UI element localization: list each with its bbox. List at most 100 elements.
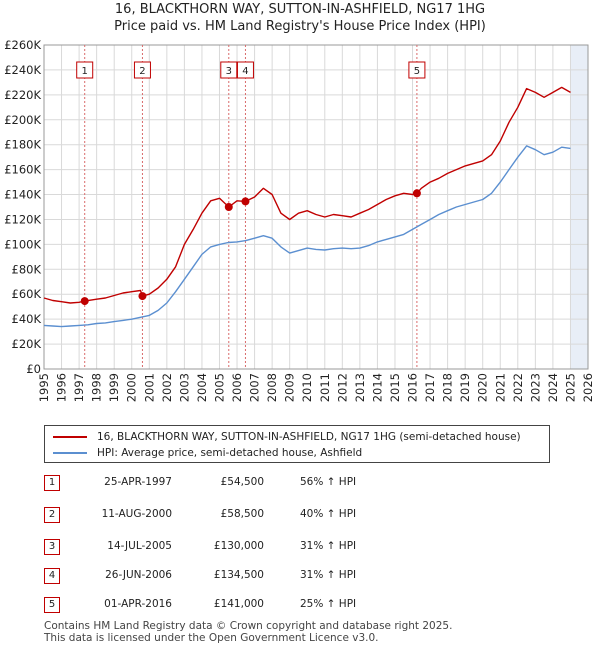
y-tick-label: £120K	[4, 212, 41, 226]
x-tick-label: 2002	[160, 373, 174, 402]
transaction-price: £54,500	[220, 476, 264, 488]
transaction-row: 2 11-AUG-2000 £58,500 40% ↑ HPI	[44, 507, 584, 523]
y-tick-label: £260K	[4, 38, 41, 52]
x-tick-label: 1998	[90, 373, 104, 402]
x-tick-label: 2015	[388, 373, 402, 402]
y-tick-label: £20K	[12, 337, 42, 351]
transaction-number: 1	[44, 475, 60, 491]
legend-item-property: 16, BLACKTHORN WAY, SUTTON-IN-ASHFIELD, …	[53, 429, 521, 445]
transaction-date: 14-JUL-2005	[107, 540, 172, 552]
sale-number-box	[236, 61, 254, 79]
x-tick-label: 2006	[230, 373, 244, 402]
x-tick-label: 2026	[581, 373, 595, 402]
sale-number-label: 5	[414, 66, 420, 77]
sale-number-box	[133, 61, 151, 79]
x-tick-label: 2022	[511, 373, 525, 402]
property-price-line	[43, 86, 571, 304]
transaction-hpi: 40% ↑ HPI	[300, 508, 357, 520]
x-tick-label: 1995	[37, 373, 51, 402]
transaction-hpi: 31% ↑ HPI	[300, 569, 357, 581]
x-tick-label: 2020	[476, 373, 490, 402]
transaction-date: 26-JUN-2006	[105, 569, 172, 581]
footer-license: This data is licensed under the Open Gov…	[44, 632, 379, 644]
x-tick-label: 2008	[265, 373, 279, 402]
sale-point	[241, 197, 250, 206]
x-tick-label: 2014	[370, 373, 384, 402]
sale-point	[412, 189, 421, 198]
x-tick-label: 2024	[546, 373, 560, 402]
x-tick-label: 2007	[248, 373, 262, 402]
y-tick-label: £160K	[4, 163, 41, 177]
transaction-row: 3 14-JUL-2005 £130,000 31% ↑ HPI	[44, 539, 584, 555]
transaction-date: 25-APR-1997	[104, 476, 172, 488]
x-tick-label: 2011	[318, 373, 332, 402]
y-tick-label: £60K	[12, 287, 42, 301]
y-tick-label: £100K	[4, 237, 41, 251]
transaction-price: £134,500	[213, 569, 264, 581]
y-tick-label: £240K	[4, 63, 41, 77]
x-tick-label: 1996	[55, 373, 69, 402]
x-tick-label: 1997	[72, 373, 86, 402]
x-tick-label: 2018	[441, 373, 455, 402]
sale-point	[138, 292, 147, 301]
sale-number-label: 4	[242, 66, 248, 77]
future-shade	[570, 45, 588, 369]
y-tick-label: £40K	[12, 312, 42, 326]
transaction-number: 4	[44, 568, 60, 584]
chart-subtitle: Price paid vs. HM Land Registry's House …	[114, 19, 486, 34]
x-tick-label: 1999	[107, 373, 121, 402]
transaction-number: 5	[44, 597, 60, 613]
transaction-price: £58,500	[220, 508, 264, 520]
y-tick-label: £80K	[12, 262, 42, 276]
x-tick-label: 2001	[142, 373, 156, 402]
y-tick-label: £140K	[4, 188, 41, 202]
transaction-number: 2	[44, 507, 60, 523]
transaction-hpi: 25% ↑ HPI	[300, 598, 357, 610]
transaction-number: 3	[44, 539, 60, 555]
x-tick-label: 2023	[528, 373, 542, 402]
sale-number-box	[76, 61, 94, 79]
x-tick-label: 2009	[283, 373, 297, 402]
x-tick-label: 2003	[177, 373, 191, 402]
y-tick-label: £220K	[4, 88, 41, 102]
legend-swatch-property	[53, 436, 87, 438]
legend: 16, BLACKTHORN WAY, SUTTON-IN-ASHFIELD, …	[44, 425, 550, 463]
x-tick-label: 2000	[125, 373, 139, 402]
sale-number-box	[220, 61, 238, 79]
transaction-price: £130,000	[213, 540, 264, 552]
price-chart: £0 £20K £40K £60K £80K £100K £120K £140K £160K £1…	[4, 38, 595, 402]
sale-number-box	[408, 61, 426, 79]
y-tick-label: £180K	[4, 138, 41, 152]
legend-label-hpi: HPI: Average price, semi-detached house,…	[97, 447, 363, 459]
x-tick-label: 2021	[493, 373, 507, 402]
transaction-row: 1 25-APR-1997 £54,500 56% ↑ HPI	[44, 475, 584, 491]
sale-number-label: 2	[139, 66, 145, 77]
transaction-hpi: 31% ↑ HPI	[300, 540, 357, 552]
legend-label-property: 16, BLACKTHORN WAY, SUTTON-IN-ASHFIELD, …	[97, 431, 521, 443]
transaction-row: 4 26-JUN-2006 £134,500 31% ↑ HPI	[44, 568, 584, 584]
hpi-line	[43, 145, 571, 328]
sale-number-label: 1	[82, 66, 88, 77]
transaction-price: £141,000	[213, 598, 264, 610]
footer-copyright: Contains HM Land Registry data © Crown c…	[44, 620, 453, 632]
x-tick-label: 2012	[335, 373, 349, 402]
chart-title: 16, BLACKTHORN WAY, SUTTON-IN-ASHFIELD, …	[114, 2, 486, 17]
y-tick-label: £200K	[4, 113, 41, 127]
x-tick-label: 2004	[195, 373, 209, 402]
x-tick-label: 2010	[300, 373, 314, 402]
x-tick-label: 2019	[458, 373, 472, 402]
sale-point	[80, 297, 89, 306]
x-tick-label: 2013	[353, 373, 367, 402]
x-tick-label: 2016	[406, 373, 420, 402]
transaction-row: 5 01-APR-2016 £141,000 25% ↑ HPI	[44, 597, 584, 613]
transaction-date: 11-AUG-2000	[101, 508, 172, 520]
plot-frame	[43, 44, 589, 370]
x-tick-label: 2025	[563, 373, 577, 402]
x-tick-label: 2017	[423, 373, 437, 402]
transaction-hpi: 56% ↑ HPI	[300, 476, 357, 488]
transaction-date: 01-APR-2016	[104, 598, 172, 610]
y-tick-label: £0	[26, 362, 41, 376]
sale-number-label: 3	[226, 66, 232, 77]
legend-item-hpi: HPI: Average price, semi-detached house,…	[53, 445, 362, 461]
x-tick-label: 2005	[212, 373, 226, 402]
